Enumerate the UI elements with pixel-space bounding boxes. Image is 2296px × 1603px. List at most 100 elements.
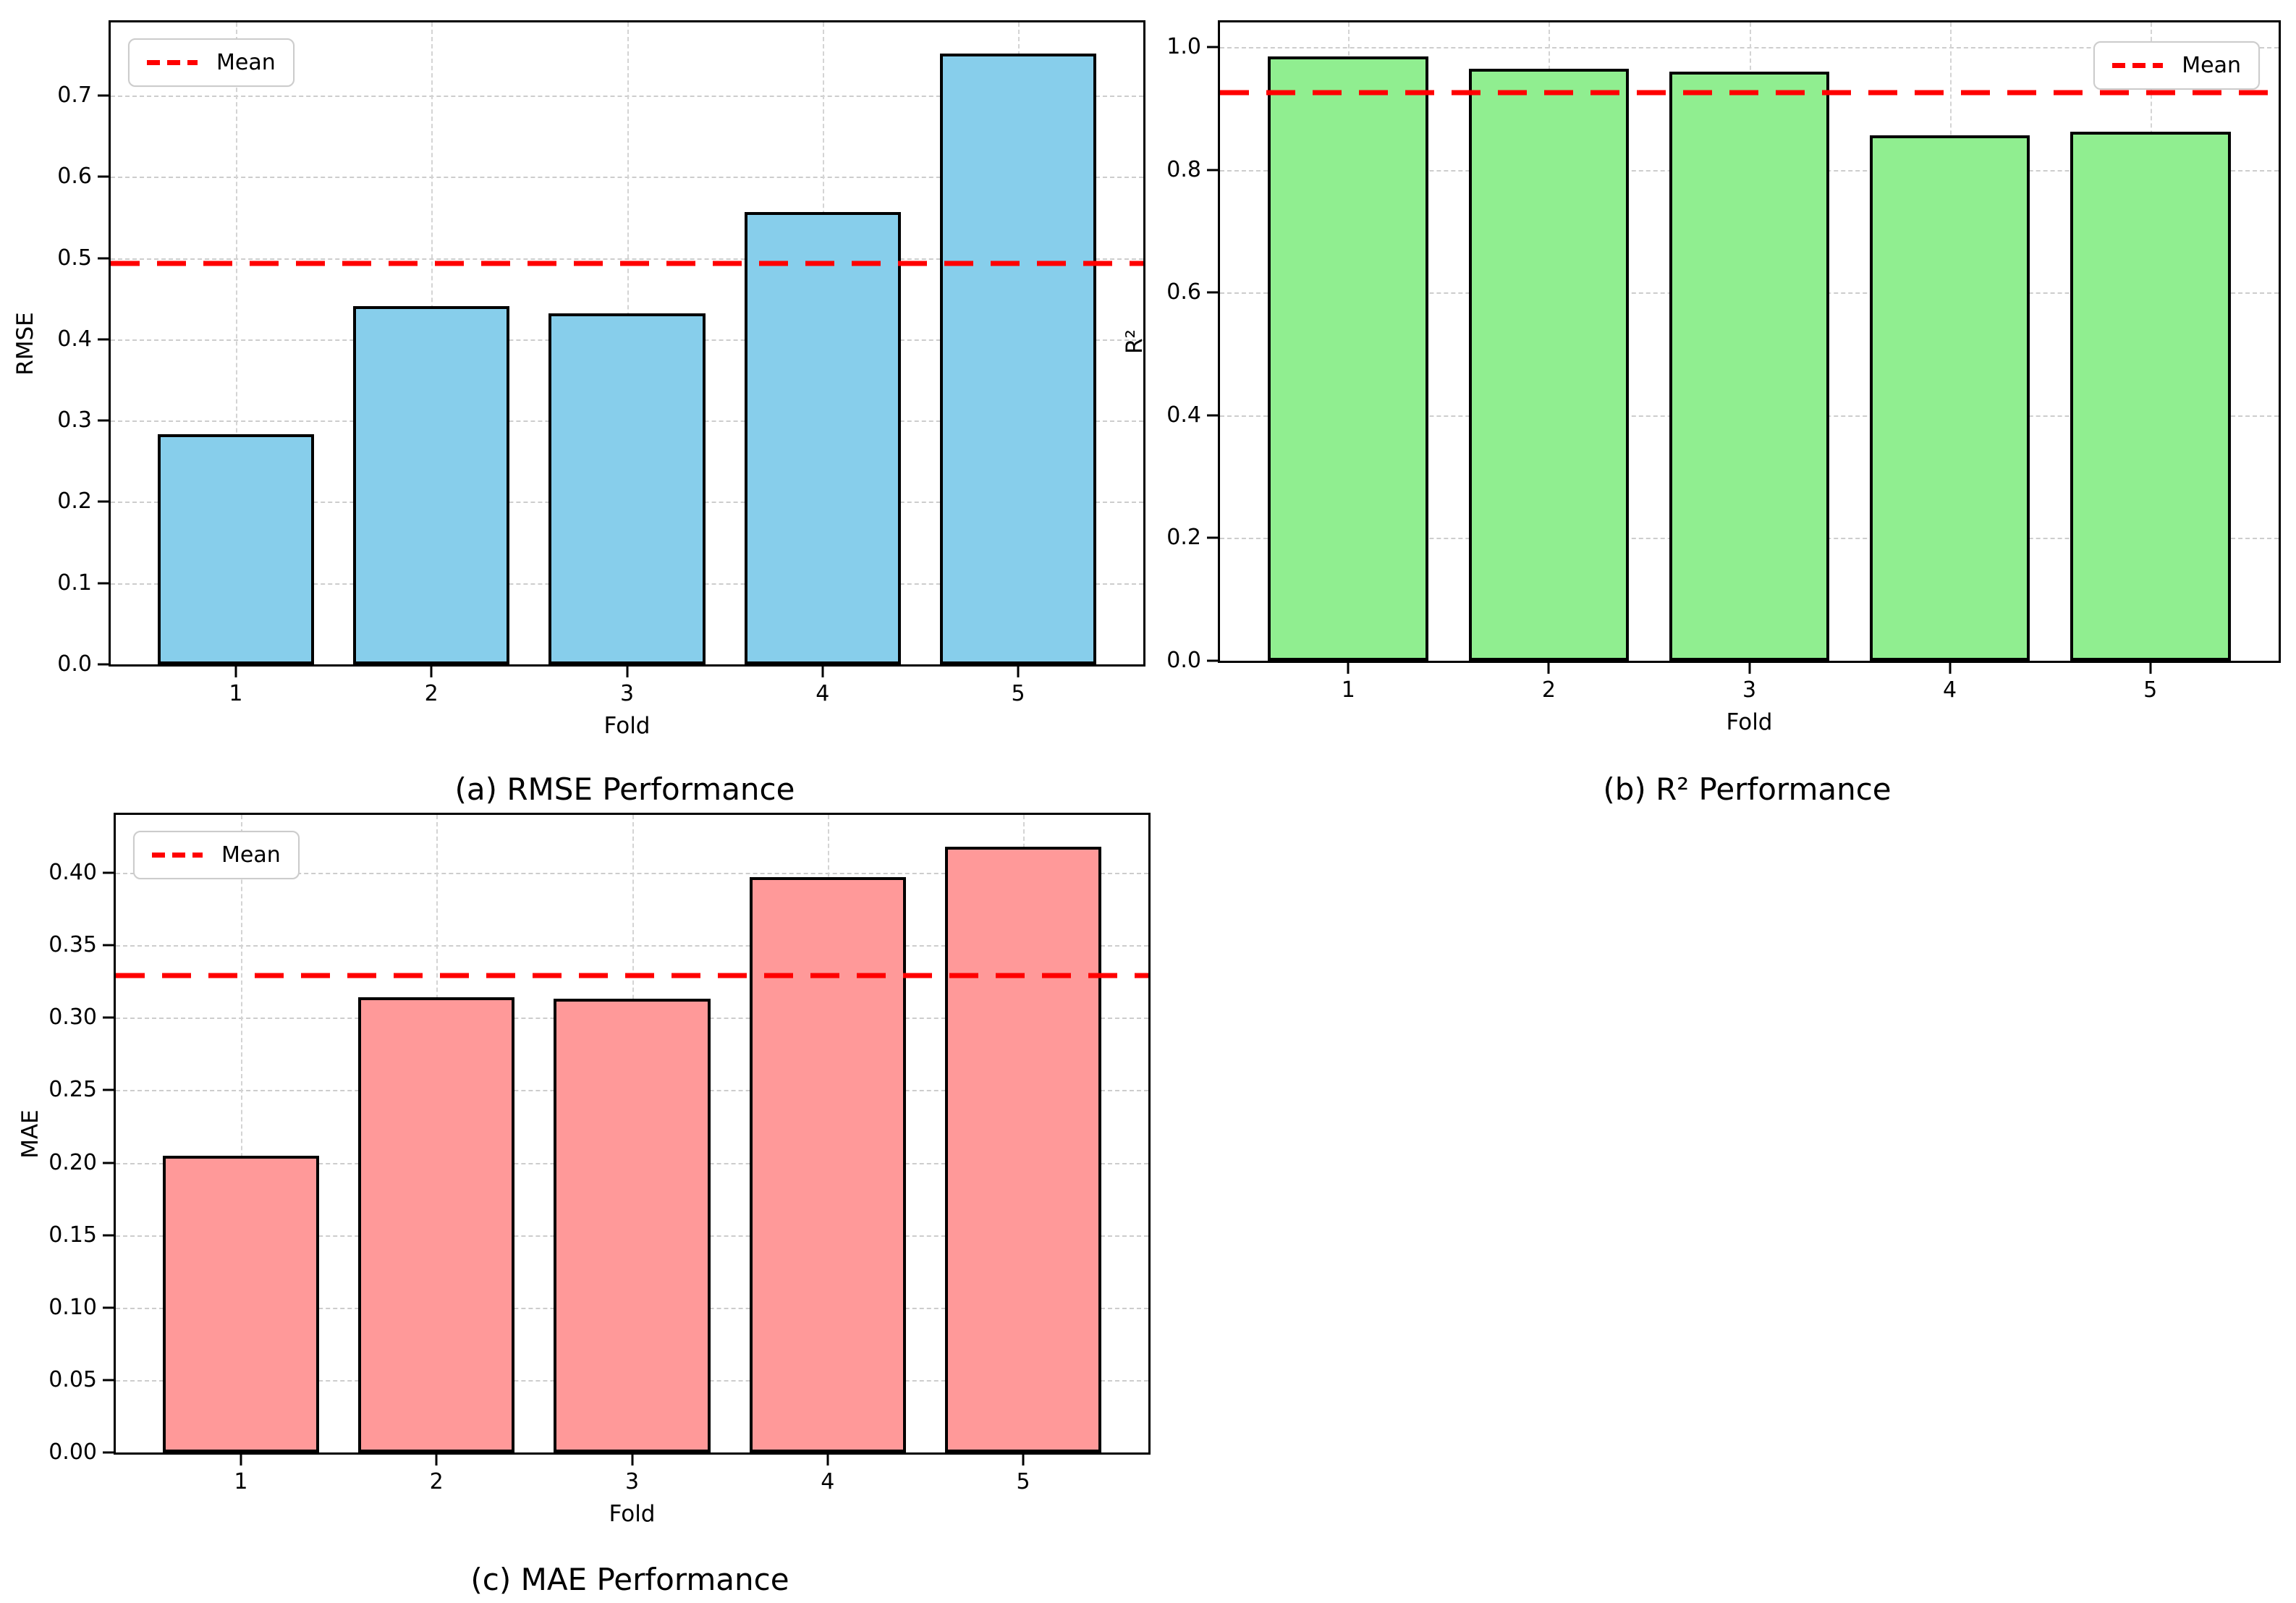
mean-line — [111, 261, 1143, 266]
y-tick — [103, 1162, 114, 1164]
y-tick — [103, 1016, 114, 1019]
mae-chart-plot: MAE Fold Mean 0.00 0.05 0.10 0.15 0.20 0.25 0.… — [17, 813, 1151, 1526]
y-tick-label: 0.25 — [48, 1077, 97, 1103]
bar-fold-1 — [157, 434, 315, 664]
x-tick — [430, 667, 433, 677]
y-tick — [103, 1451, 114, 1454]
y-tick-label: 1.0 — [1166, 33, 1201, 59]
y-tick-label: 0.4 — [57, 326, 92, 352]
x-tick-label: 1 — [229, 681, 243, 706]
y-tick — [1207, 414, 1218, 417]
v-gridline — [240, 815, 242, 1452]
mae-y-axis-label: MAE — [14, 815, 46, 1452]
bar-fold-2 — [358, 997, 515, 1452]
mean-dashed-line-icon — [2112, 63, 2164, 68]
y-tick-label: 0.15 — [48, 1222, 97, 1248]
y-tick-label: 0.40 — [48, 860, 97, 886]
x-tick-label: 2 — [424, 681, 439, 706]
y-tick-label: 0.2 — [1166, 525, 1201, 551]
y-tick-label: 0.35 — [48, 932, 97, 958]
y-tick-label: 0.0 — [1166, 648, 1201, 673]
y-tick — [103, 944, 114, 947]
x-tick — [435, 1455, 438, 1465]
y-tick — [1207, 659, 1218, 662]
mae-legend: Mean — [133, 831, 300, 879]
y-tick — [98, 419, 109, 422]
y-tick-label: 0.0 — [57, 651, 92, 677]
bar-fold-5 — [944, 847, 1102, 1452]
x-tick — [631, 1455, 633, 1465]
y-tick — [98, 175, 109, 178]
bar-fold-3 — [548, 313, 706, 664]
y-tick — [1207, 169, 1218, 172]
bar-fold-5 — [2070, 131, 2231, 661]
x-tick — [1022, 1455, 1025, 1465]
y-axis-label-text: R² — [1122, 329, 1148, 354]
x-tick — [821, 667, 824, 677]
x-tick — [1547, 663, 1550, 674]
y-tick-label: 0.8 — [1166, 156, 1201, 182]
y-tick — [1207, 536, 1218, 539]
x-tick-label: 5 — [1016, 1469, 1030, 1494]
x-tick — [1347, 663, 1350, 674]
y-tick-label: 0.10 — [48, 1294, 97, 1320]
y-tick — [103, 1088, 114, 1091]
legend-label: Mean — [216, 50, 276, 75]
y-tick-label: 0.05 — [48, 1366, 97, 1392]
y-tick — [98, 582, 109, 585]
mean-dashed-line-icon — [152, 853, 203, 858]
bar-fold-1 — [1268, 56, 1429, 661]
y-axis-label-text: MAE — [17, 1109, 44, 1159]
rmse-x-axis-label: Fold — [603, 713, 651, 739]
mean-line — [116, 973, 1148, 978]
caption-b: (b) R² Performance — [1603, 771, 1892, 807]
y-tick-label: 0.3 — [57, 407, 92, 433]
x-tick — [826, 1455, 829, 1465]
v-gridline — [235, 22, 237, 664]
legend-label: Mean — [2182, 53, 2241, 78]
y-tick-label: 0.00 — [48, 1439, 97, 1465]
y-tick — [103, 871, 114, 874]
mean-line — [1220, 90, 2279, 96]
bar-fold-2 — [353, 305, 510, 664]
x-tick — [1949, 663, 1952, 674]
y-tick-label: 0.6 — [57, 164, 92, 190]
x-tick-label: 1 — [234, 1469, 248, 1494]
bar-fold-4 — [1869, 135, 2030, 661]
y-tick-label: 0.30 — [48, 1004, 97, 1031]
rmse-legend: Mean — [128, 38, 295, 87]
y-tick — [103, 1234, 114, 1237]
x-tick — [240, 1455, 242, 1465]
y-tick-label: 0.7 — [57, 83, 92, 109]
x-tick-label: 5 — [1011, 681, 1025, 706]
r2-chart-plot: R² Fold Mean 0.0 0.2 0.4 0.6 0.8 1.0 1 2 3 4 5 — [1122, 20, 2281, 734]
caption-a: (a) RMSE Performance — [454, 771, 795, 807]
bar-fold-4 — [744, 211, 901, 664]
rmse-y-axis-label: RMSE — [9, 22, 41, 664]
y-tick — [98, 663, 109, 666]
y-tick — [98, 94, 109, 97]
mae-x-axis-label: Fold — [609, 1501, 656, 1527]
y-tick — [1207, 46, 1218, 48]
bar-fold-2 — [1468, 68, 1630, 661]
y-axis-label-text: RMSE — [12, 311, 38, 376]
x-tick — [1748, 663, 1750, 674]
x-tick — [1017, 667, 1020, 677]
x-tick-label: 2 — [429, 1469, 444, 1494]
x-tick-label: 3 — [624, 1469, 640, 1494]
x-tick-label: 3 — [1742, 677, 1757, 703]
bar-fold-1 — [162, 1155, 320, 1452]
y-tick — [98, 500, 109, 503]
r2-y-axis-label: R² — [1119, 22, 1151, 661]
x-tick-label: 5 — [2143, 677, 2158, 703]
x-tick — [2149, 663, 2152, 674]
x-tick — [626, 667, 628, 677]
y-tick-label: 0.4 — [1166, 402, 1201, 428]
x-tick-label: 4 — [821, 1469, 835, 1494]
legend-label: Mean — [221, 842, 281, 868]
y-tick — [1207, 291, 1218, 294]
bar-fold-4 — [749, 877, 906, 1452]
y-tick-label: 0.2 — [57, 488, 92, 515]
bar-fold-5 — [939, 53, 1097, 664]
